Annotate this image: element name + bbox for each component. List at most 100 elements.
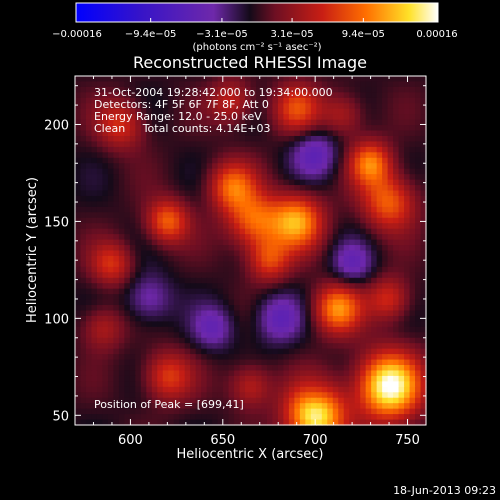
heatmap-cell <box>91 299 98 306</box>
heatmap-cell <box>195 332 202 339</box>
heatmap-cell <box>338 299 345 306</box>
heatmap-cell <box>206 255 213 262</box>
heatmap-cell <box>349 359 356 366</box>
heatmap-cell <box>184 414 191 421</box>
heatmap-cell <box>371 245 378 252</box>
heatmap-cell <box>195 206 202 213</box>
heatmap-cell <box>91 86 98 93</box>
heatmap-cell <box>272 179 279 186</box>
heatmap-cell <box>354 174 361 181</box>
heatmap-cell <box>415 386 422 393</box>
heatmap-cell <box>206 234 213 241</box>
heatmap-cell <box>393 272 400 279</box>
heatmap-cell <box>124 212 131 219</box>
heatmap-cell <box>184 212 191 219</box>
heatmap-cell <box>376 403 383 410</box>
heatmap-cell <box>135 403 142 410</box>
heatmap-cell <box>179 119 186 126</box>
heatmap-cell <box>239 157 246 164</box>
heatmap-cell <box>349 179 356 186</box>
heatmap-cell <box>404 201 411 208</box>
heatmap-cell <box>255 370 263 377</box>
heatmap-cell <box>393 245 400 252</box>
heatmap-cell <box>107 195 114 203</box>
heatmap-cell <box>250 326 257 333</box>
heatmap-cell <box>305 239 312 246</box>
heatmap-cell <box>135 305 142 312</box>
heatmap-cell <box>96 195 104 203</box>
heatmap-cell <box>404 217 411 224</box>
heatmap-cell <box>168 179 175 186</box>
heatmap-cell <box>96 261 104 268</box>
heatmap-cell <box>223 206 230 213</box>
heatmap-cell <box>272 375 279 382</box>
heatmap-cell <box>190 130 197 137</box>
heatmap-cell <box>338 223 345 230</box>
heatmap-cell <box>217 375 224 382</box>
heatmap-cell <box>261 195 268 203</box>
heatmap-cell <box>113 283 120 290</box>
heatmap-cell <box>266 310 274 317</box>
heatmap-cell <box>217 321 224 328</box>
heatmap-cell <box>354 348 361 355</box>
heatmap-cell <box>113 239 120 246</box>
heatmap-cell <box>398 108 405 115</box>
heatmap-cell <box>299 163 306 170</box>
heatmap-cell <box>217 315 224 322</box>
heatmap-cell <box>162 185 169 192</box>
heatmap-cell <box>354 315 361 322</box>
heatmap-cell <box>272 190 279 197</box>
heatmap-cell <box>360 348 367 355</box>
heatmap-cell <box>75 337 82 344</box>
heatmap-cell <box>80 403 87 410</box>
heatmap-cell <box>354 403 361 410</box>
heatmap-cell <box>266 365 274 372</box>
heatmap-cell <box>321 146 328 153</box>
heatmap-cell <box>140 212 147 219</box>
heatmap-cell <box>277 223 284 230</box>
heatmap-cell <box>338 315 345 322</box>
heatmap-cell <box>343 305 350 312</box>
heatmap-cell <box>261 381 268 388</box>
heatmap-cell <box>223 386 230 393</box>
heatmap-cell <box>168 103 175 110</box>
heatmap-cell <box>332 315 339 322</box>
heatmap-cell <box>102 386 109 393</box>
heatmap-cell <box>151 397 158 404</box>
heatmap-cell <box>162 261 169 268</box>
heatmap-cell <box>223 343 230 350</box>
heatmap-cell <box>146 201 153 208</box>
heatmap-cell <box>376 381 383 388</box>
heatmap-cell <box>228 146 235 153</box>
heatmap-cell <box>294 168 301 175</box>
heatmap-cell <box>157 228 164 235</box>
heatmap-cell <box>212 272 219 279</box>
heatmap-cell <box>305 310 312 317</box>
heatmap-cell <box>310 370 317 377</box>
heatmap-cell <box>415 141 422 148</box>
heatmap-cell <box>102 359 109 366</box>
heatmap-cell <box>398 185 405 192</box>
heatmap-cell <box>239 179 246 186</box>
heatmap-cell <box>162 92 169 99</box>
heatmap-cell <box>371 354 378 361</box>
heatmap-cell <box>129 337 136 344</box>
heatmap-cell <box>190 283 197 290</box>
heatmap-cell <box>206 272 213 279</box>
heatmap-cell <box>343 266 350 273</box>
heatmap-cell <box>228 179 235 186</box>
heatmap-cell <box>184 294 191 301</box>
heatmap-cell <box>332 206 339 213</box>
heatmap-cell <box>316 348 323 355</box>
heatmap-cell <box>420 206 427 213</box>
heatmap-cell <box>376 326 383 333</box>
heatmap-cell <box>338 190 345 197</box>
heatmap-cell <box>85 397 93 404</box>
heatmap-cell <box>195 359 202 366</box>
heatmap-cell <box>409 125 416 132</box>
heatmap-cell <box>393 234 400 241</box>
heatmap-cell <box>96 403 104 410</box>
heatmap-cell <box>239 152 246 159</box>
heatmap-cell <box>151 294 158 301</box>
